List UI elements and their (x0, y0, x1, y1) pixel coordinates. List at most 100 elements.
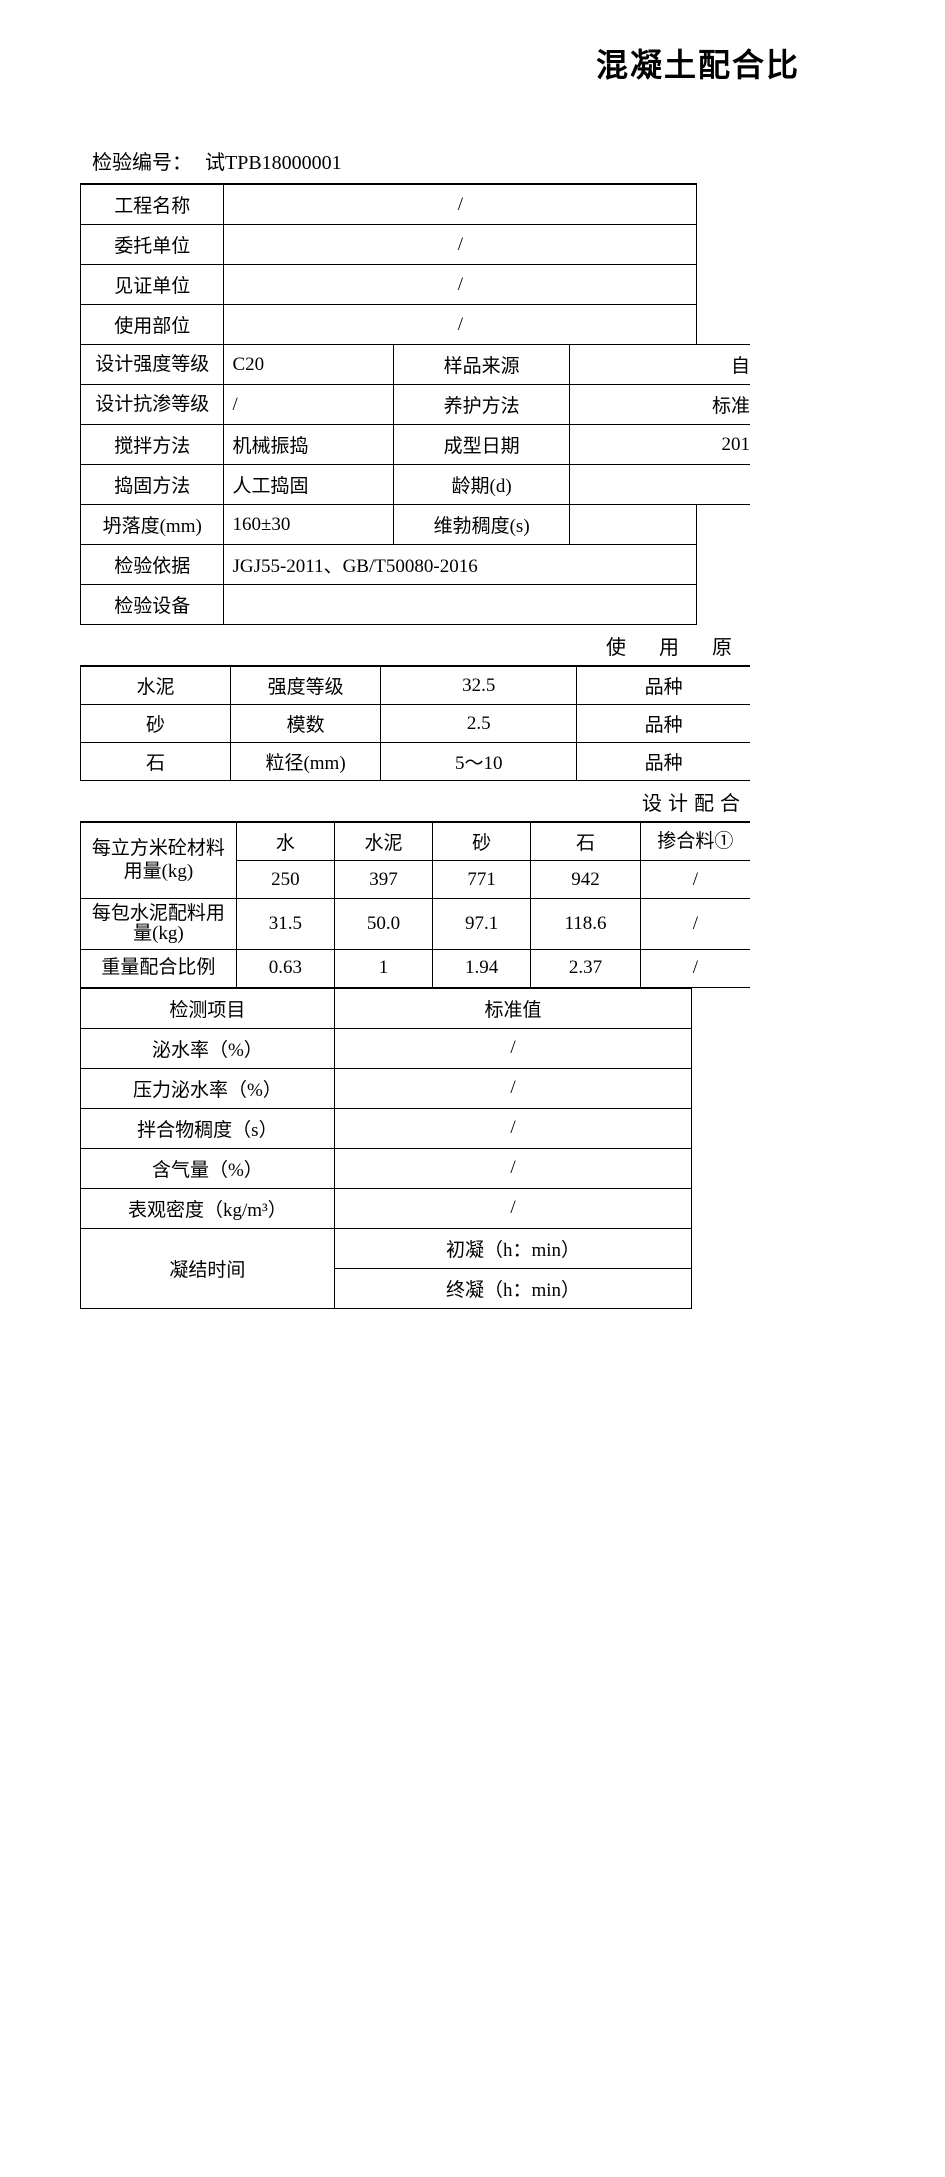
age-value (569, 465, 750, 505)
spacer (692, 1028, 750, 1068)
setting-time-label: 凝结时间 (81, 1228, 335, 1308)
per-bag-cement: 50.0 (334, 899, 432, 950)
materials-table: 水泥 强度等级 32.5 品种 砂 模数 2.5 品种 石 粒径(mm) 5～1… (80, 665, 750, 781)
tests-table: 检测项目 标准值 泌水率（%） / 压力泌水率（%） / 拌合物稠度（s） / … (80, 988, 750, 1309)
project-name-label: 工程名称 (81, 184, 224, 225)
design-strength-label: 设计强度等级 (81, 345, 224, 385)
design-mix-header-table: 设计配合 (80, 781, 750, 821)
stone-label: 石 (81, 743, 231, 781)
witness-value: / (224, 265, 697, 305)
per-bag-admix1: / (640, 899, 750, 950)
stone-param-value: 5～10 (381, 743, 577, 781)
final-set-label: 终凝（h：min） (334, 1268, 692, 1308)
sand-type-label: 品种 (577, 705, 750, 743)
spacer (697, 184, 750, 225)
sand-label: 砂 (81, 705, 231, 743)
cement-label: 水泥 (81, 666, 231, 705)
bleeding-value: / (334, 1028, 692, 1068)
per-m3-admix1: / (640, 861, 750, 899)
col-stone: 石 (531, 822, 641, 861)
cement-param-label: 强度等级 (231, 666, 381, 705)
compact-method-label: 捣固方法 (81, 465, 224, 505)
apparent-density-label: 表观密度（kg/m³） (81, 1188, 335, 1228)
spacer (697, 265, 750, 305)
air-content-value: / (334, 1148, 692, 1188)
spacer (692, 1228, 750, 1268)
col-admix1: 掺合料① (640, 822, 750, 861)
materials-header: 使 用 原 (80, 625, 750, 665)
sample-source-label: 样品来源 (394, 345, 569, 385)
per-bag-label: 每包水泥配料用量(kg) (81, 899, 237, 950)
weight-ratio-water: 0.63 (236, 949, 334, 987)
spacer (692, 1148, 750, 1188)
inspection-no-label: 检验编号： (92, 152, 192, 174)
test-equip-label: 检验设备 (81, 585, 224, 625)
per-m3-cement: 397 (334, 861, 432, 899)
mold-date-label: 成型日期 (394, 425, 569, 465)
spacer (692, 1108, 750, 1148)
mixing-method-value: 机械振捣 (224, 425, 394, 465)
document-title: 混凝土配合比 (80, 40, 800, 86)
inspection-number-line: 检验编号： 试TPB18000001 (80, 146, 750, 175)
per-bag-sand: 97.1 (433, 899, 531, 950)
mix-consistency-label: 拌合物稠度（s） (81, 1108, 335, 1148)
cement-param-value: 32.5 (381, 666, 577, 705)
witness-label: 见证单位 (81, 265, 224, 305)
client-value: / (224, 225, 697, 265)
test-basis-value: JGJ55-2011、GB/T50080-2016 (224, 545, 697, 585)
per-m3-stone: 942 (531, 861, 641, 899)
project-name-value: / (224, 184, 697, 225)
per-m3-label: 每立方米砼材料用量(kg) (81, 822, 237, 899)
air-content-label: 含气量（%） (81, 1148, 335, 1188)
per-bag-stone: 118.6 (531, 899, 641, 950)
spacer (692, 1068, 750, 1108)
weight-ratio-cement: 1 (334, 949, 432, 987)
initial-set-label: 初凝（h：min） (334, 1228, 692, 1268)
mixing-method-label: 搅拌方法 (81, 425, 224, 465)
spacer (697, 305, 750, 345)
bleeding-label: 泌水率（%） (81, 1028, 335, 1068)
vebe-value (569, 505, 697, 545)
inspection-no-value: 试TPB18000001 (205, 152, 342, 174)
test-standard-label: 标准值 (334, 988, 692, 1028)
weight-ratio-stone: 2.37 (531, 949, 641, 987)
vebe-label: 维勃稠度(s) (394, 505, 569, 545)
spacer (697, 545, 750, 585)
mix-table: 每立方米砼材料用量(kg) 水 水泥 砂 石 掺合料① 250 397 771 … (80, 821, 750, 988)
test-equip-value (224, 585, 697, 625)
per-m3-sand: 771 (433, 861, 531, 899)
design-perm-value: / (224, 385, 394, 425)
weight-ratio-label: 重量配合比例 (81, 949, 237, 987)
spacer (697, 225, 750, 265)
main-info-table: 工程名称 / 委托单位 / 见证单位 / 使用部位 / 设计强度等级 C20 样… (80, 183, 750, 625)
weight-ratio-admix1: / (640, 949, 750, 987)
spacer (697, 585, 750, 625)
apparent-density-value: / (334, 1188, 692, 1228)
use-part-label: 使用部位 (81, 305, 224, 345)
materials-header-table: 使 用 原 (80, 625, 750, 665)
spacer (692, 1188, 750, 1228)
compact-method-value: 人工捣固 (224, 465, 394, 505)
curing-method-label: 养护方法 (394, 385, 569, 425)
col-cement: 水泥 (334, 822, 432, 861)
pressure-bleeding-label: 压力泌水率（%） (81, 1068, 335, 1108)
per-m3-water: 250 (236, 861, 334, 899)
curing-method-value: 标准 (569, 385, 750, 425)
document-page: 混凝土配合比 检验编号： 试TPB18000001 工程名称 / 委托单位 / … (80, 40, 750, 1309)
spacer (692, 988, 750, 1028)
mix-consistency-value: / (334, 1108, 692, 1148)
spacer (692, 1268, 750, 1308)
test-item-label: 检测项目 (81, 988, 335, 1028)
client-label: 委托单位 (81, 225, 224, 265)
age-label: 龄期(d) (394, 465, 569, 505)
test-basis-label: 检验依据 (81, 545, 224, 585)
design-perm-label: 设计抗渗等级 (81, 385, 224, 425)
cement-type-label: 品种 (577, 666, 750, 705)
spacer (697, 505, 750, 545)
sand-param-label: 模数 (231, 705, 381, 743)
stone-type-label: 品种 (577, 743, 750, 781)
use-part-value: / (224, 305, 697, 345)
per-bag-water: 31.5 (236, 899, 334, 950)
sand-param-value: 2.5 (381, 705, 577, 743)
design-strength-value: C20 (224, 345, 394, 385)
